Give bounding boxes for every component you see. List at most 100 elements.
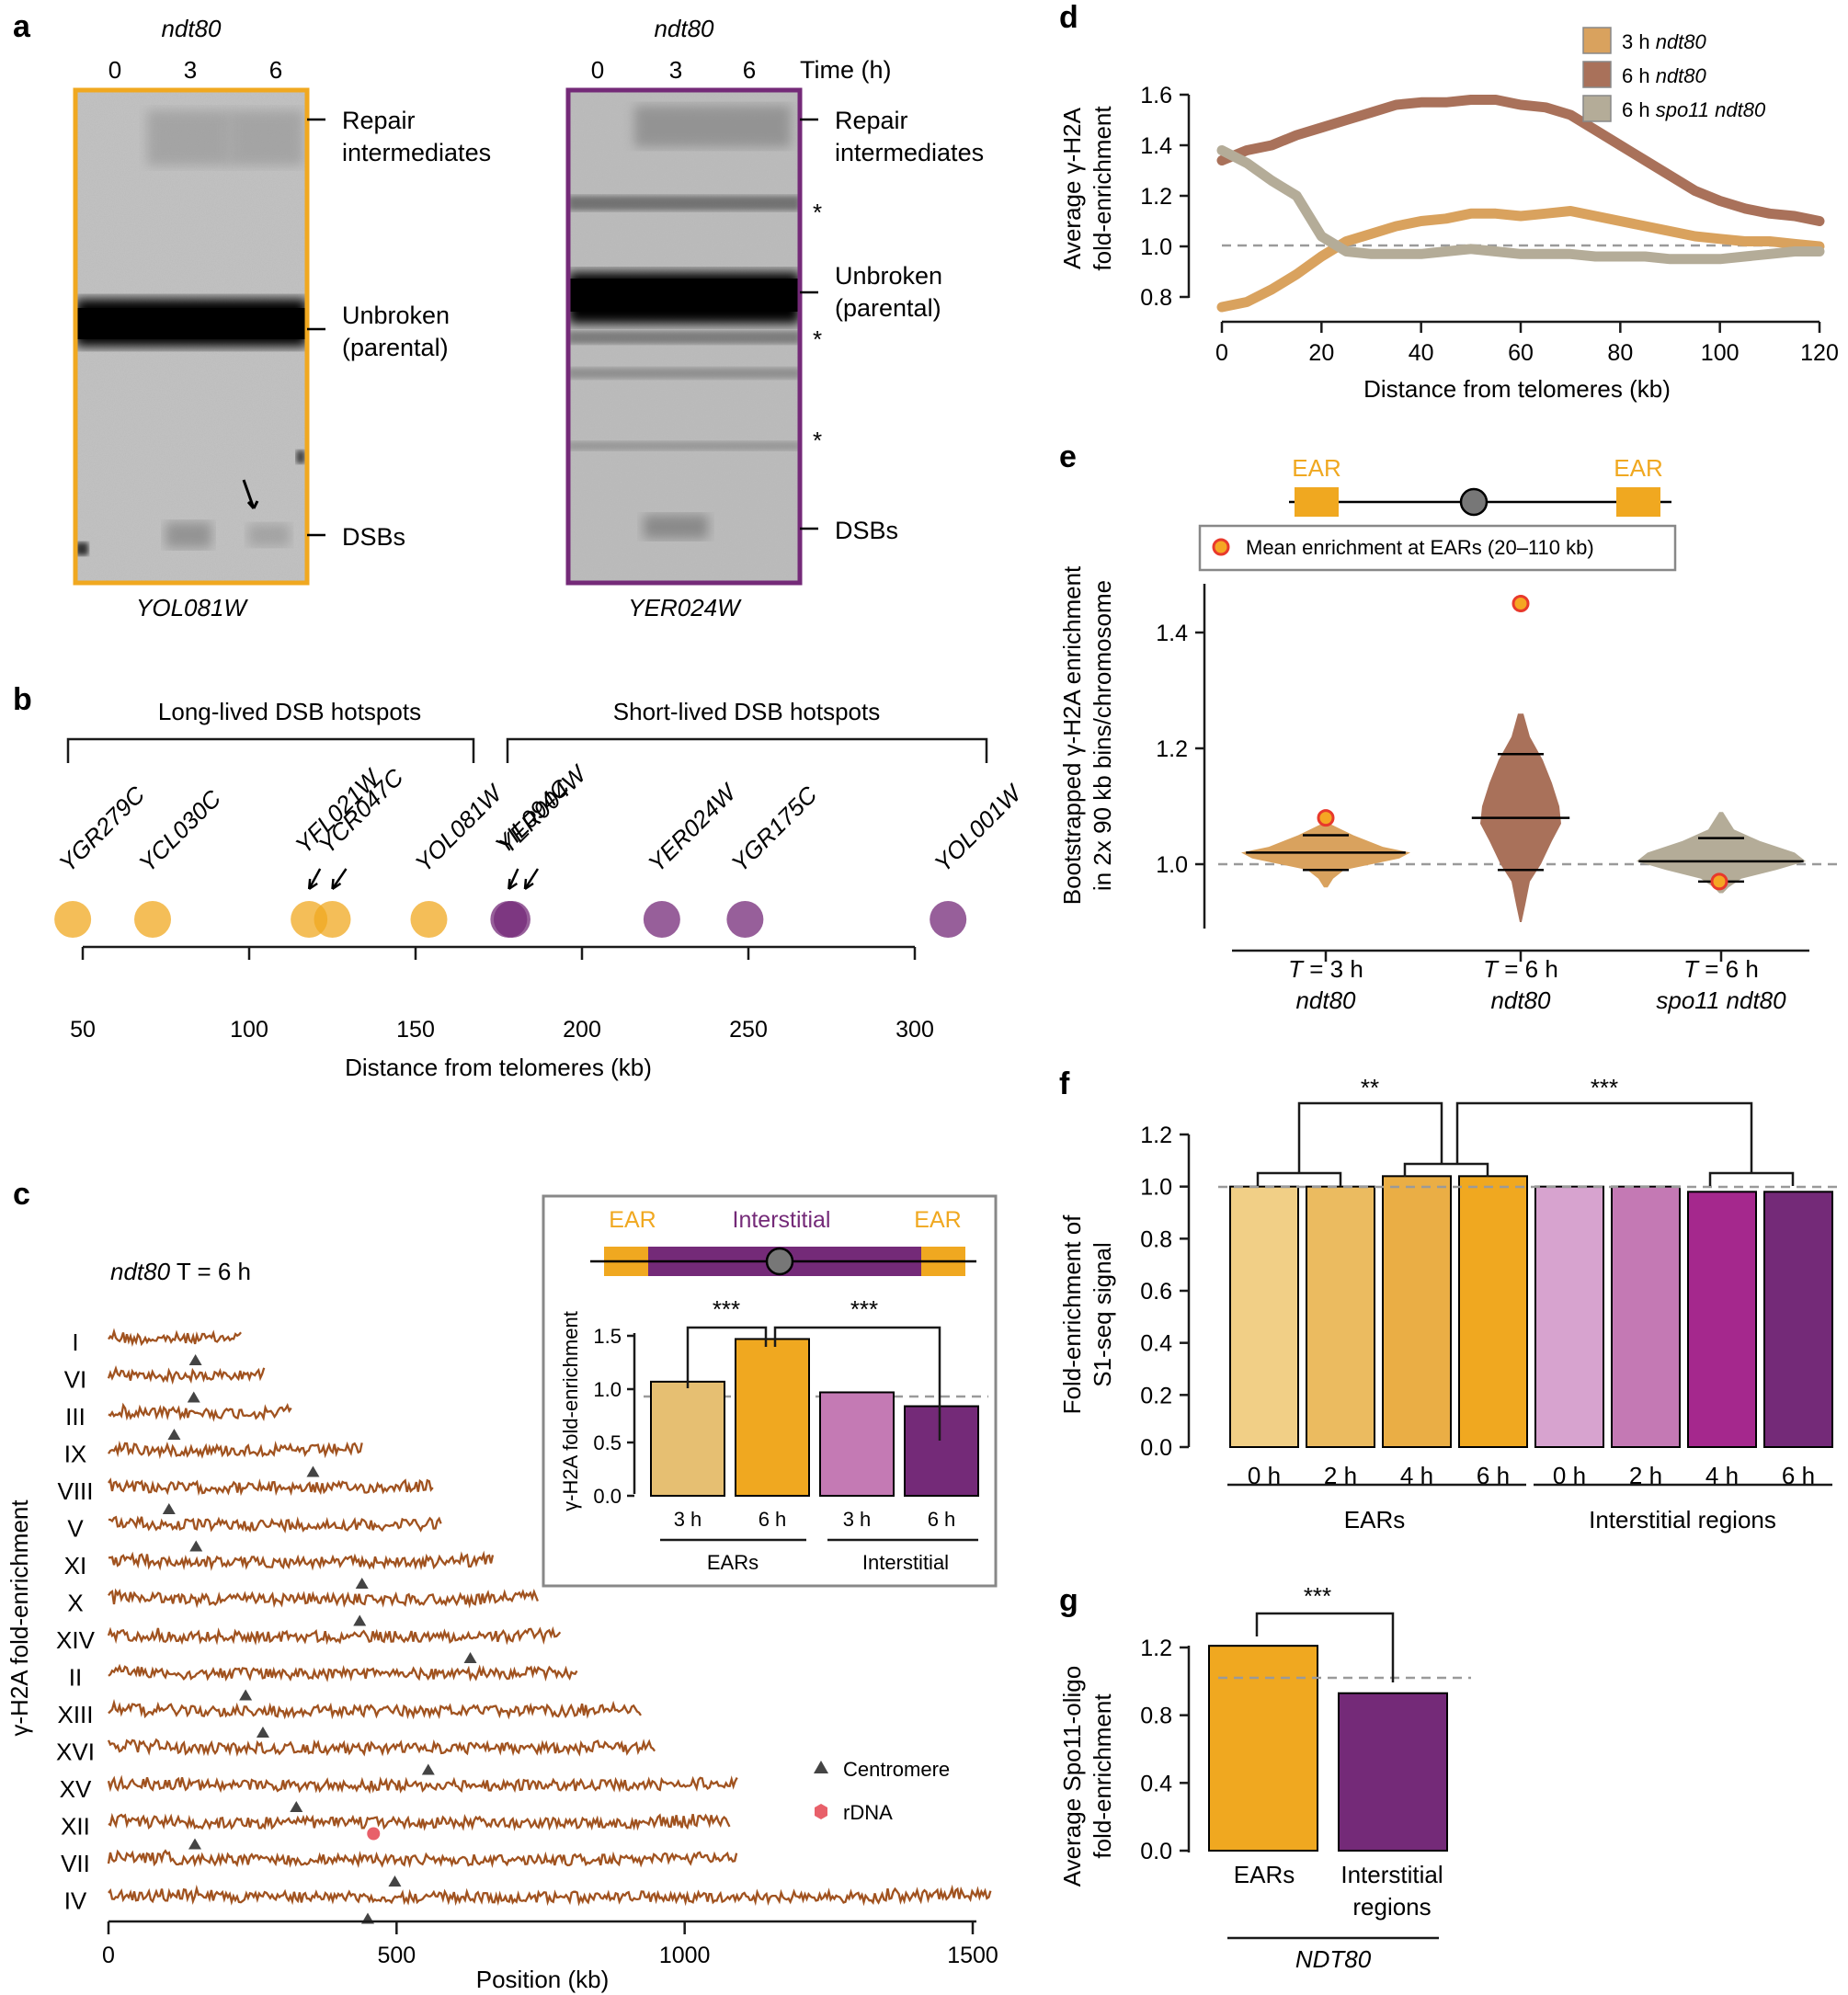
inset-tick-label: 1.5	[593, 1325, 622, 1348]
gel1-strain: ndt80	[161, 15, 222, 42]
c-title-strain: ndt80	[110, 1258, 171, 1285]
d-ytick-label: 1.2	[1140, 184, 1172, 210]
inset-bar-label: 3 h	[843, 1508, 872, 1531]
hotspot-point	[643, 901, 680, 938]
hotspot-point	[134, 901, 172, 938]
gel1-gene: YOL081W	[136, 594, 248, 621]
chromosome-label: XIV	[56, 1626, 96, 1654]
hotspot-point	[930, 901, 967, 938]
d-series-line	[1216, 145, 1825, 265]
inset-ear-right-label: EAR	[914, 1207, 961, 1233]
hotspot-label: YGR279C	[53, 781, 150, 877]
gel1-image	[75, 90, 307, 583]
gel1-unbroken-label: Unbroken	[342, 302, 450, 329]
e-ylabel-2: in 2x 90 kb bins/chromosome	[1089, 580, 1116, 891]
inset-group-ears: EARs	[707, 1551, 759, 1574]
hotspot-arrow	[508, 868, 519, 890]
centromere-marker	[239, 1689, 253, 1701]
inset-bar-label: 6 h	[928, 1508, 956, 1531]
f-bar	[1458, 1175, 1528, 1449]
centromere-marker	[162, 1503, 176, 1514]
hotspot-label: YOL081W	[410, 778, 509, 877]
f-tick-label: 0.0	[1140, 1435, 1172, 1461]
d-series-line	[1216, 206, 1825, 313]
d-series-line	[1216, 95, 1825, 226]
inset-ear-left-label: EAR	[609, 1207, 656, 1233]
inset-ticks: 0.0 0.5 1.0 1.5	[593, 1325, 634, 1508]
panel-d-label: d	[1059, 0, 1078, 35]
centromere-marker	[188, 1354, 202, 1365]
panel-b-label: b	[13, 682, 32, 717]
panel-c-label: c	[13, 1177, 30, 1212]
b-tick-label: 50	[70, 1017, 96, 1043]
hotspot-point	[410, 901, 448, 938]
panel-a: a ndt80 0 3 6 YOL081W Repair intermediat…	[13, 9, 984, 621]
chromosome-track	[108, 1440, 363, 1460]
d-legend-label: 3 h ndt80	[1622, 30, 1707, 53]
g-cat-ears: EARs	[1234, 1861, 1295, 1888]
chromosome-track	[108, 1477, 434, 1497]
gel1-lane-3: 3	[184, 56, 197, 84]
gel2-asterisk-1: *	[813, 199, 822, 226]
chromosome-label: XVI	[56, 1738, 95, 1766]
d-xtick-label: 0	[1215, 340, 1228, 366]
chromosome-label: II	[69, 1664, 82, 1692]
chromosome-track	[108, 1402, 292, 1422]
f-ylabel-2: S1-seq signal	[1089, 1242, 1116, 1387]
centromere-marker	[353, 1614, 367, 1626]
f-sig-1: **	[1361, 1074, 1379, 1101]
chromosome-label: V	[67, 1515, 84, 1543]
c-ylabel: γ-H2A fold-enrichment	[6, 1499, 33, 1737]
gel2-asterisk-3: *	[813, 427, 822, 454]
e-tick-label: 1.4	[1156, 621, 1188, 646]
gel1-parental-label: (parental)	[342, 334, 449, 361]
g-tick-label: 0.0	[1140, 1839, 1172, 1864]
f-tick-label: 1.0	[1140, 1175, 1172, 1201]
chromosome-label: IV	[64, 1887, 87, 1915]
rdna-legend-icon	[815, 1804, 827, 1819]
e-legend-box	[1198, 524, 1677, 572]
g-ylabel-1: Average Spo11-oligo	[1058, 1666, 1086, 1887]
chromosome-track	[108, 1550, 495, 1571]
centromere-marker	[187, 1391, 200, 1403]
c-tick-label: 500	[377, 1943, 416, 1968]
panel-e-label: e	[1059, 439, 1077, 474]
gel2-frame	[565, 87, 803, 586]
panel-f: f Fold-enrichment of S1-seq signal 0.00.…	[1058, 1066, 1843, 1533]
gel2-repair-label: Repair	[835, 107, 908, 134]
gel1-repair-label: Repair	[342, 107, 416, 134]
g-tick-label: 0.4	[1140, 1771, 1172, 1796]
d-xtick-label: 80	[1607, 340, 1633, 366]
centromere-marker	[306, 1465, 320, 1477]
b-ticks: 50 100 150 200 250 300	[70, 947, 934, 1043]
centromere-legend-icon	[814, 1761, 828, 1773]
f-ticks: 0.0 0.2 0.4 0.6 0.8 1.0 1.2	[1140, 1123, 1189, 1461]
inset-bar	[650, 1380, 725, 1498]
gel2-lane-3: 3	[669, 56, 682, 84]
chromosome-label: IX	[64, 1441, 87, 1468]
chromosome-track	[108, 1663, 578, 1682]
d-xtick-label: 100	[1701, 340, 1740, 366]
inset-tick-label: 0.0	[593, 1485, 622, 1508]
c-xlabel: Position (kb)	[476, 1966, 610, 1993]
chromosome-label: VI	[64, 1366, 87, 1394]
e-cat-strain: ndt80	[1490, 986, 1551, 1014]
chromosome-track	[107, 1774, 738, 1795]
hotspot-label: YER004W	[493, 758, 593, 859]
e-ticks: 1.0 1.2 1.4	[1156, 621, 1204, 878]
g-group: NDT80	[1295, 1945, 1372, 1973]
chromosome-track	[107, 1849, 738, 1869]
e-tick-label: 1.0	[1156, 852, 1188, 878]
f-bar	[1611, 1185, 1681, 1448]
centromere-marker	[355, 1578, 369, 1589]
e-legend-text: Mean enrichment at EARs (20–110 kb)	[1246, 536, 1594, 559]
centromere-marker	[463, 1652, 477, 1663]
hotspot-label: YGR175C	[725, 781, 822, 877]
d-ticks: 0.8 1.0 1.2 1.4 1.6 0 20 40 60 80 100 120	[1140, 83, 1839, 366]
b-tick-label: 300	[895, 1017, 934, 1043]
b-tick-label: 200	[563, 1017, 601, 1043]
g-bars	[1208, 1645, 1448, 1852]
c-title-time: T = 6 h	[170, 1258, 251, 1285]
